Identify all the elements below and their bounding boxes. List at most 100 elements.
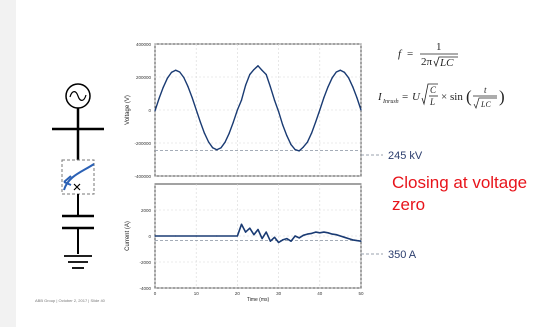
- data-point: [236, 109, 238, 111]
- data-point: [290, 144, 292, 146]
- data-point: [343, 236, 346, 238]
- data-point: [175, 235, 177, 237]
- x-tick-label: 30: [276, 291, 282, 296]
- data-point: [232, 121, 234, 123]
- voltage-annotation: 245 kV: [388, 150, 423, 162]
- y-axis-label: Current (A): [125, 221, 131, 251]
- slide-footer: ABB Group | October 2, 2017 | Slide 40: [35, 298, 105, 303]
- data-point: [356, 97, 358, 99]
- data-point: [253, 234, 255, 236]
- data-point: [195, 109, 197, 111]
- plot-frame: [154, 43, 362, 177]
- data-point: [245, 84, 247, 86]
- svg-text:=: =: [402, 91, 408, 103]
- svg-text:1: 1: [436, 41, 442, 53]
- data-point: [306, 141, 309, 143]
- data-point: [240, 223, 243, 225]
- circuit-diagram: [52, 83, 104, 269]
- data-point: [236, 235, 238, 237]
- data-point: [339, 69, 341, 71]
- svg-text:LC: LC: [439, 57, 454, 69]
- data-point: [257, 65, 259, 67]
- data-point: [261, 69, 263, 71]
- data-point: [245, 231, 247, 233]
- data-point: [319, 109, 321, 111]
- data-point: [356, 239, 358, 242]
- data-point: [203, 132, 206, 134]
- data-point: [310, 232, 313, 234]
- y-tick-label: -4000: [139, 286, 151, 291]
- breaker-arrow-icon: [63, 175, 72, 186]
- svg-text:t: t: [484, 85, 487, 95]
- data-point: [269, 240, 271, 242]
- data-point: [195, 235, 197, 237]
- y-tick-label: -400000: [134, 174, 151, 179]
- data-point: [348, 77, 350, 79]
- data-point: [360, 109, 362, 111]
- y-tick-label: 400000: [136, 42, 152, 47]
- data-point: [187, 85, 189, 88]
- data-point: [183, 76, 185, 79]
- data-point: [323, 97, 325, 99]
- x-axis-label: Time (ms): [247, 297, 270, 303]
- data-point: [175, 69, 177, 71]
- data-point: [224, 141, 226, 143]
- data-point: [265, 231, 267, 233]
- x-tick-label: 0: [154, 291, 157, 296]
- data-point: [302, 234, 304, 236]
- data-point: [269, 86, 271, 88]
- current-annotation: 350 A: [388, 249, 417, 261]
- data-point: [249, 227, 251, 229]
- svg-text:=: =: [407, 48, 413, 60]
- data-point: [315, 121, 317, 123]
- data-point: [282, 124, 284, 126]
- data-point: [228, 132, 230, 134]
- data-point: [323, 231, 325, 233]
- svg-text:sin: sin: [450, 91, 463, 103]
- closing-note: Closing at voltage zero: [392, 173, 528, 214]
- data-point: [335, 234, 337, 236]
- svg-text:2π: 2π: [421, 56, 433, 68]
- svg-text:U: U: [412, 91, 421, 103]
- y-axis-label: Voltage (V): [125, 95, 131, 125]
- data-point: [335, 71, 337, 73]
- data-point: [339, 235, 341, 237]
- data-point: [327, 232, 329, 234]
- data-point: [352, 86, 354, 88]
- sine-wave-icon: [69, 91, 87, 101]
- data-point: [179, 71, 181, 73]
- data-point: [282, 239, 284, 241]
- svg-text:I: I: [377, 91, 383, 103]
- formula-frequency: f = 1 2π LC: [398, 41, 458, 69]
- data-point: [348, 238, 350, 240]
- data-point: [273, 99, 276, 101]
- data-point: [249, 73, 251, 76]
- data-point: [220, 147, 222, 149]
- data-point: [199, 121, 201, 123]
- y-tick-label: -2000: [139, 260, 151, 265]
- data-point: [298, 150, 300, 152]
- data-point: [216, 235, 218, 237]
- data-point: [253, 68, 255, 71]
- x-tick-label: 50: [358, 291, 364, 296]
- data-point: [273, 236, 276, 238]
- data-point: [290, 240, 292, 242]
- y-tick-label: 2000: [141, 208, 152, 213]
- svg-text:): ): [499, 87, 505, 106]
- data-point: [294, 235, 296, 237]
- x-tick-label: 10: [194, 291, 200, 296]
- svg-text:Inrush: Inrush: [382, 99, 399, 105]
- data-point: [315, 231, 317, 233]
- data-point: [294, 149, 296, 151]
- svg-text:C: C: [430, 85, 437, 95]
- data-point: [298, 237, 300, 239]
- data-point: [166, 77, 168, 79]
- formula-inrush: I Inrush = U C L × sin ( t LC ): [377, 83, 505, 109]
- svg-text:L: L: [429, 97, 435, 107]
- data-point: [158, 97, 160, 100]
- data-point: [212, 147, 214, 149]
- y-tick-label: -200000: [134, 141, 151, 146]
- svg-text:LC: LC: [480, 100, 491, 109]
